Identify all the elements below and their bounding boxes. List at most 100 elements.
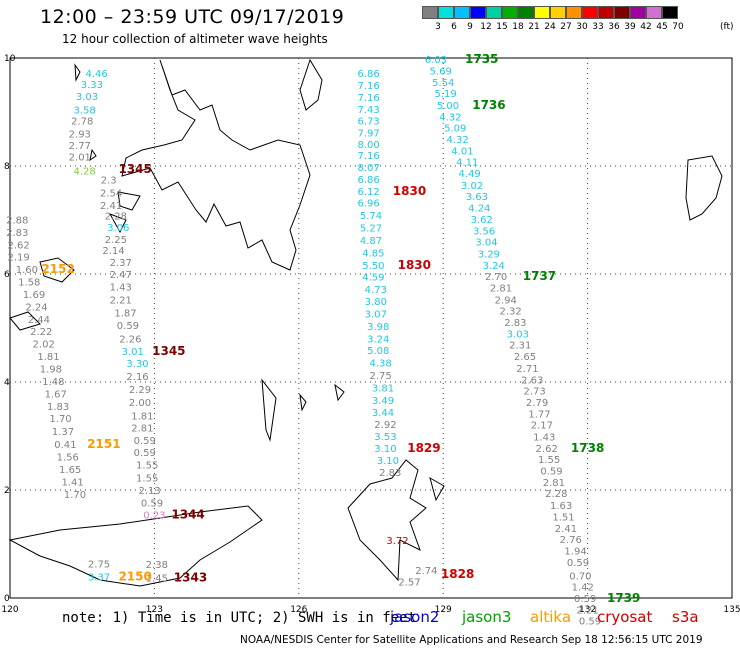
y-tick-label: 8 — [4, 162, 10, 172]
wave-height-label: 4.46 — [86, 69, 108, 80]
wave-height-label: 4.11 — [456, 158, 478, 169]
wave-height-label: 4.87 — [360, 236, 382, 247]
wave-height-label: 2.65 — [514, 352, 536, 363]
wave-height-label: 7.97 — [357, 129, 379, 140]
wave-height-label: 6.73 — [357, 117, 379, 128]
color-scale-label: 33 — [592, 22, 604, 32]
wave-height-label: 3.10 — [377, 456, 399, 467]
wave-height-label: 3.49 — [372, 396, 394, 407]
wave-height-label: 1.48 — [42, 377, 64, 388]
coastline-outline — [108, 213, 127, 234]
color-scale-label: 3 — [435, 22, 441, 32]
pass-time-label: 1343 — [174, 570, 207, 584]
wave-height-label: 5.00 — [437, 101, 459, 112]
wave-height-label: 2.38 — [146, 560, 168, 571]
wave-height-label: 6.03 — [425, 55, 447, 66]
color-scale-label: 9 — [467, 22, 473, 32]
color-scale-unit: (ft) — [720, 22, 734, 32]
wave-height-label: 1.42 — [572, 583, 594, 594]
wave-height-label: 4.32 — [447, 135, 469, 146]
wave-height-label: 1.55 — [136, 461, 158, 472]
pass-time-label: 2152 — [41, 262, 74, 276]
pass-time-label: 1739 — [607, 591, 640, 605]
color-scale-label: 30 — [576, 22, 588, 32]
wave-height-label: 1.87 — [114, 308, 136, 319]
wave-height-label: 3.62 — [471, 215, 493, 226]
wave-height-label: 6.86 — [357, 175, 379, 186]
wave-height-label: 2.28 — [545, 489, 567, 500]
wave-height-label: 2.81 — [543, 478, 565, 489]
units-note: note: 1) Time is in UTC; 2) SWH is in fe… — [62, 610, 417, 626]
wave-height-label: 2.41 — [100, 201, 122, 212]
color-scale-label: 15 — [496, 22, 508, 32]
wave-height-label: 3.80 — [365, 297, 387, 308]
wave-height-label: 4.32 — [439, 112, 461, 123]
coastline-outline — [685, 155, 723, 221]
wave-height-label: 5.27 — [360, 224, 382, 235]
wave-height-label: 1.41 — [61, 477, 83, 488]
wave-height-label: 2.75 — [369, 371, 391, 382]
wave-height-label: 2.83 — [6, 228, 28, 239]
x-tick-label: 129 — [435, 605, 452, 615]
color-scale-cell — [486, 6, 502, 19]
pass-time-label: 1345 — [118, 162, 151, 176]
coastline-outline — [39, 257, 75, 283]
wave-height-label: 1.83 — [47, 402, 69, 413]
wave-height-label: 2.41 — [555, 524, 577, 535]
wave-height-label: 1.56 — [57, 453, 79, 464]
wave-height-label: 2.83 — [379, 468, 401, 479]
pass-time-label: 1828 — [441, 567, 474, 581]
coastline-outline — [74, 63, 81, 82]
color-scale-label: 18 — [512, 22, 524, 32]
color-scale-label: 24 — [544, 22, 556, 32]
wave-height-label: 1.67 — [45, 389, 67, 400]
wave-height-label: 2.28 — [105, 212, 127, 223]
wave-height-label: 0.23 — [143, 510, 165, 521]
wave-height-label: 1.51 — [552, 512, 574, 523]
color-scale-bar — [422, 6, 678, 19]
legend-jason3: jason3 — [462, 608, 512, 626]
wave-height-label: 1.55 — [538, 455, 560, 466]
wave-height-label: 2.37 — [110, 258, 132, 269]
color-scale-cell — [438, 6, 454, 19]
wave-height-label: 1.98 — [40, 365, 62, 376]
wave-height-label: 2.13 — [138, 486, 160, 497]
map-title: 12:00 – 23:59 UTC 09/17/2019 — [40, 6, 345, 28]
wave-height-label: 2.92 — [374, 420, 396, 431]
wave-height-label: 3.53 — [374, 432, 396, 443]
wave-height-label: 3.63 — [466, 192, 488, 203]
wave-height-label: 2.74 — [415, 566, 437, 577]
wave-height-label: 2.3 — [101, 176, 117, 187]
wave-height-label: 8.00 — [357, 140, 379, 151]
wave-height-label: 0.59 — [579, 617, 601, 628]
wave-height-label: 2.81 — [131, 423, 153, 434]
color-scale-cell — [598, 6, 614, 19]
wave-height-label: 3.29 — [478, 249, 500, 260]
wave-height-label: 1.55 — [136, 474, 158, 485]
y-tick-label: 0 — [4, 594, 10, 604]
wave-height-label: 2.29 — [129, 385, 151, 396]
wave-height-label: 8.07 — [357, 163, 379, 174]
wave-height-label: 2.79 — [526, 398, 548, 409]
wave-height-label: 2.01 — [69, 152, 91, 163]
wave-height-label: 2.44 — [28, 315, 50, 326]
wave-height-label: 2.16 — [126, 372, 148, 383]
wave-height-label: 1.63 — [550, 501, 572, 512]
coastline-outline — [334, 383, 345, 402]
wave-height-label: 2.24 — [25, 302, 47, 313]
wave-height-label: 0.70 — [569, 571, 591, 582]
color-scale-cell — [550, 6, 566, 19]
wave-height-label: 2.31 — [509, 341, 531, 352]
color-scale-cell — [470, 6, 486, 19]
coastline-outline — [299, 58, 323, 111]
color-scale-label: 45 — [656, 22, 668, 32]
wave-height-label: 2.73 — [524, 387, 546, 398]
wave-height-label: 3.10 — [374, 444, 396, 455]
wave-height-label: 4.01 — [451, 146, 473, 157]
wave-height-label: 3.24 — [483, 261, 505, 272]
coastline-outline — [117, 191, 141, 211]
x-tick-label: 135 — [723, 605, 740, 615]
wave-height-label: 2.62 — [536, 444, 558, 455]
wave-height-label: 3.81 — [372, 383, 394, 394]
